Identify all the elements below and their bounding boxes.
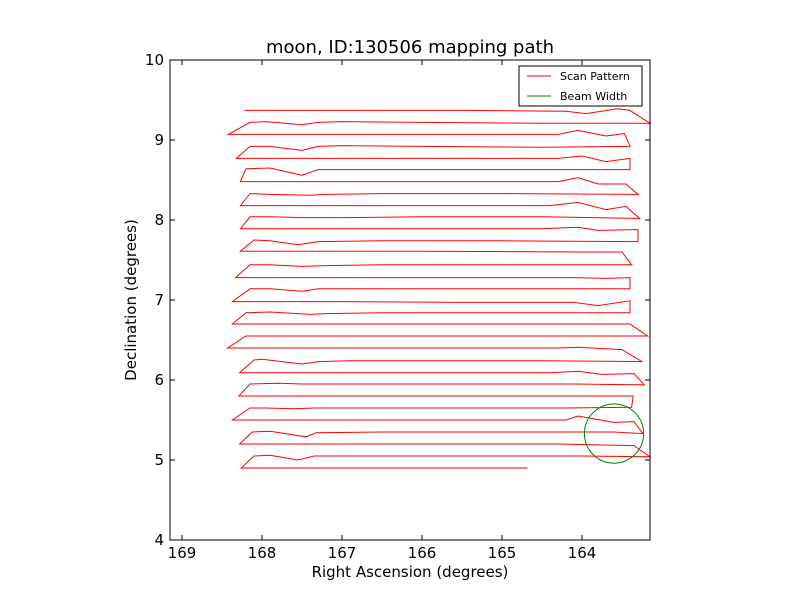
y-tick-label: 8 (154, 211, 164, 229)
y-tick-label: 5 (154, 451, 164, 469)
y-tick-label: 6 (154, 371, 164, 389)
chart-title: moon, ID:130506 mapping path (266, 37, 554, 58)
legend-box (518, 65, 643, 107)
x-tick-label: 164 (568, 544, 597, 562)
x-tick-label: 166 (408, 544, 437, 562)
y-ticks: 4 5 6 7 8 9 10 (145, 51, 650, 549)
x-axis-label: Right Ascension (degrees) (312, 563, 509, 581)
x-tick-label: 168 (248, 544, 277, 562)
x-tick-label: 165 (488, 544, 517, 562)
series-line-scan-pattern (225, 108, 652, 469)
legend-label-beam-width: Beam Width (560, 90, 627, 103)
plot-area: 169 168 167 166 165 164 4 5 6 7 8 9 10 (145, 51, 652, 562)
y-tick-label: 9 (154, 131, 164, 149)
series-circle-beam-width (583, 403, 645, 464)
legend-label-scan-pattern: Scan Pattern (560, 70, 630, 83)
series-layer (225, 108, 652, 469)
x-tick-label: 169 (168, 544, 197, 562)
legend: Scan Pattern Beam Width (518, 65, 643, 107)
x-tick-label: 167 (328, 544, 357, 562)
y-tick-label: 4 (154, 531, 164, 549)
x-ticks: 169 168 167 166 165 164 (168, 60, 597, 562)
y-tick-label: 7 (154, 291, 164, 309)
y-tick-label: 10 (145, 51, 164, 69)
y-axis-label: Declination (degrees) (122, 219, 140, 381)
